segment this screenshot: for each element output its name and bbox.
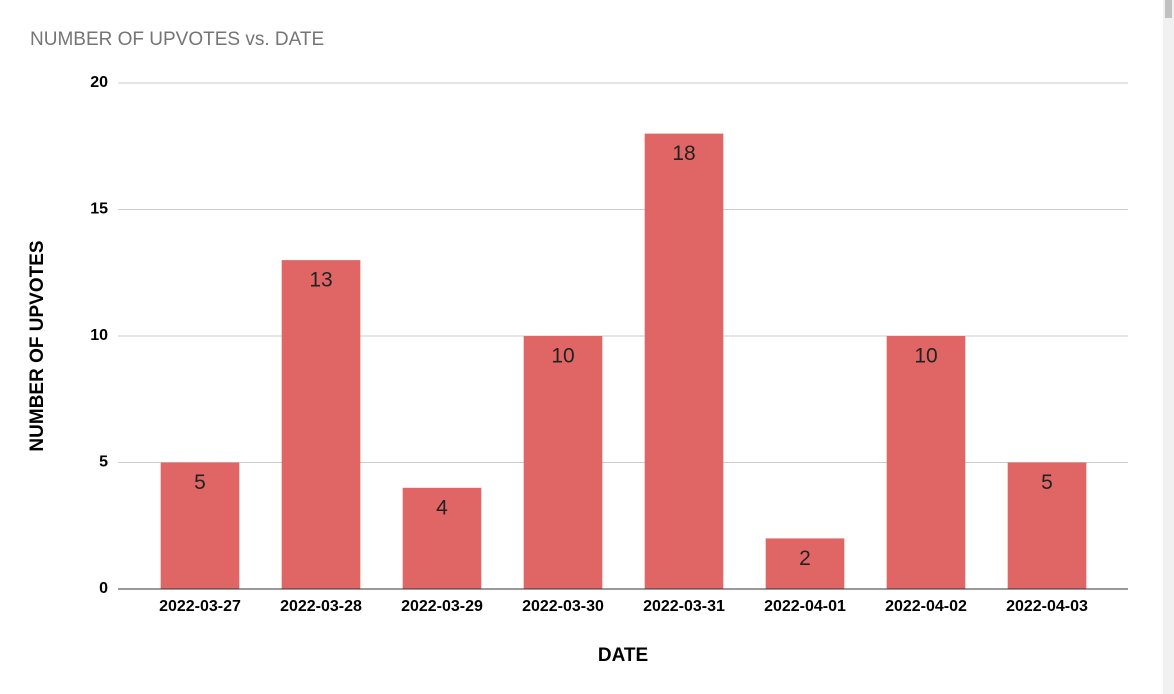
x-tick-label: 2022-03-28 bbox=[280, 598, 362, 615]
chart-title: NUMBER OF UPVOTES vs. DATE bbox=[30, 29, 324, 50]
bar bbox=[886, 336, 966, 589]
y-tick-label: 15 bbox=[90, 201, 108, 218]
y-tick-label: 20 bbox=[90, 74, 108, 91]
data-label: 5 bbox=[1041, 471, 1053, 494]
bar bbox=[765, 538, 845, 589]
data-label: 4 bbox=[436, 496, 448, 519]
x-tick-label: 2022-03-27 bbox=[159, 598, 241, 615]
data-label: 10 bbox=[914, 345, 937, 368]
data-label: 2 bbox=[799, 547, 811, 570]
x-axis-title: DATE bbox=[598, 645, 648, 666]
bar bbox=[402, 487, 482, 589]
data-label: 5 bbox=[194, 471, 206, 494]
data-label: 18 bbox=[672, 142, 695, 165]
y-tick-label: 0 bbox=[99, 580, 108, 597]
y-tick-label: 10 bbox=[90, 327, 108, 344]
y-axis-title: NUMBER OF UPVOTES bbox=[27, 240, 48, 451]
scrollbar[interactable] bbox=[1163, 0, 1174, 694]
bar bbox=[644, 133, 724, 589]
bar bbox=[281, 260, 361, 589]
bar bbox=[160, 462, 240, 589]
x-tick-label: 2022-04-02 bbox=[885, 598, 967, 615]
x-tick-label: 2022-03-29 bbox=[401, 598, 483, 615]
x-tick-label: 2022-03-31 bbox=[643, 598, 725, 615]
data-label: 10 bbox=[551, 345, 574, 368]
data-label: 13 bbox=[309, 269, 332, 292]
x-tick-label: 2022-04-03 bbox=[1006, 598, 1088, 615]
bar bbox=[1007, 462, 1087, 589]
scrollbar-thumb[interactable] bbox=[1165, 0, 1172, 18]
y-tick-label: 5 bbox=[99, 454, 108, 471]
x-tick-label: 2022-04-01 bbox=[764, 598, 846, 615]
bar bbox=[523, 336, 603, 589]
x-tick-label: 2022-03-30 bbox=[522, 598, 604, 615]
